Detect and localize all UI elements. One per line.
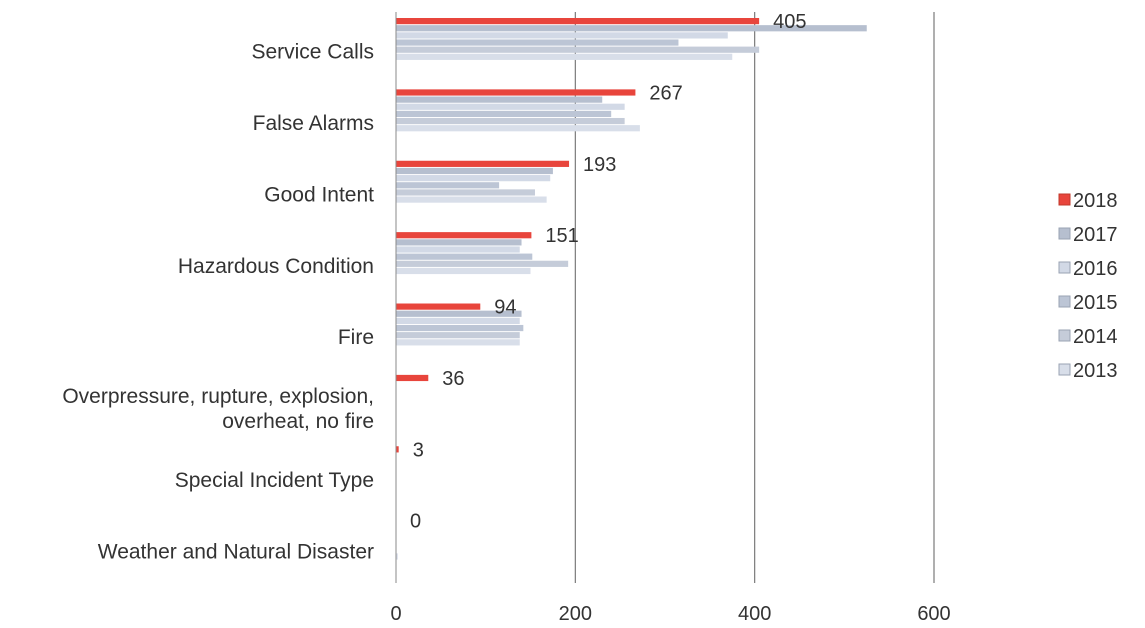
bar-2018-6 [396,446,399,453]
legend-swatch-2016 [1058,261,1071,274]
bar-2013-2 [396,196,547,203]
tick-label-400: 400 [738,603,771,625]
legend-label-2015: 2015 [1073,292,1118,314]
bar-2018-5 [396,374,429,382]
bar-2013-1 [396,125,640,132]
data-label-3: 151 [545,225,578,247]
grid-lines [574,12,935,583]
tick-label-600: 600 [917,603,950,625]
bar-2018-0 [396,18,760,25]
bar-2013-4 [396,339,520,346]
bar-2015-1 [396,110,612,118]
bar-2014-4 [396,332,520,339]
category-label-7: Weather and Natural Disaster [98,540,374,563]
bar-2017-3 [396,239,522,246]
category-label-1: False Alarms [253,112,374,135]
data-label-1: 267 [649,82,682,104]
category-label-6: Special Incident Type [175,469,374,492]
bar-2018-4 [396,303,481,310]
legend: 2018 2017 2016 2015 2014 2013 [1058,190,1118,382]
data-label-4: 94 [494,297,516,319]
bar-2017-0 [396,25,867,32]
data-label-2: 193 [583,154,616,176]
bar-2016-4 [396,317,520,324]
bar-2014-3 [396,260,569,267]
bar-2018-1 [396,89,636,96]
bars [396,18,867,560]
bar-2017-2 [396,167,553,175]
category-label-5: Overpressure, rupture, explosion, overhea… [62,385,374,433]
category-label-4: Fire [338,326,374,349]
category-label-2: Good Intent [264,183,374,206]
category-label-0: Service Calls [251,41,374,64]
category-label-3: Hazardous Condition [178,255,374,278]
bar-2016-1 [396,103,625,110]
bar-2017-1 [396,96,603,103]
bar-2018-2 [396,160,570,167]
legend-swatch-2015 [1058,295,1071,308]
bar-2014-2 [396,189,535,196]
legend-swatch-2017 [1058,227,1071,240]
legend-swatch-2018 [1058,193,1071,206]
legend-label-2013: 2013 [1073,360,1118,382]
data-label-5: 36 [442,368,464,390]
bar-2016-0 [396,32,728,39]
bar-2013-7 [396,553,398,560]
bar-2014-1 [396,117,625,125]
data-label-6: 3 [413,439,424,461]
category-axis: Service Calls False Alarms Good Intent Haza… [62,12,397,583]
value-axis: 0 200 400 600 [390,603,950,625]
bar-2016-2 [396,175,551,182]
bar-2018-3 [396,232,532,239]
bar-2017-4 [396,310,522,317]
legend-label-2016: 2016 [1073,258,1118,280]
legend-label-2018: 2018 [1073,190,1118,212]
bar-2015-2 [396,182,500,189]
data-label-0: 405 [773,11,806,33]
bar-2015-0 [396,39,679,46]
bar-2014-0 [396,46,760,53]
data-label-7: 0 [410,511,421,533]
tick-label-0: 0 [390,603,401,625]
data-labels: 405 267 193 151 94 36 3 0 [410,11,807,533]
legend-label-2014: 2014 [1073,326,1118,348]
tick-label-200: 200 [559,603,592,625]
legend-swatch-2013 [1058,363,1071,376]
legend-swatch-2014 [1058,329,1071,342]
bar-2016-3 [396,246,520,253]
bar-2015-4 [396,324,524,332]
bar-2013-3 [396,267,531,275]
bar-2015-3 [396,253,533,260]
bar-2013-0 [396,53,733,60]
legend-label-2017: 2017 [1073,224,1118,246]
